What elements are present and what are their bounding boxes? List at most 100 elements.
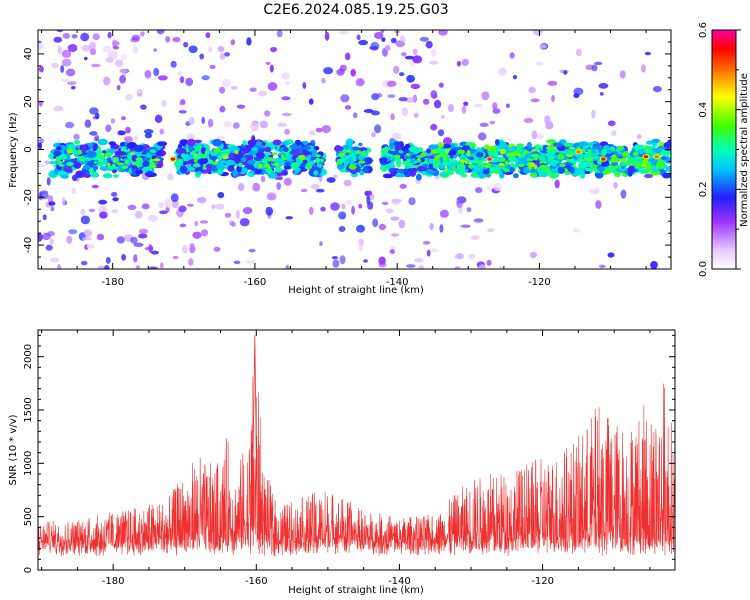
heatmap-cell bbox=[281, 72, 290, 80]
heatmap-cell bbox=[150, 250, 159, 255]
heatmap-cell bbox=[164, 198, 172, 208]
heatmap-cell bbox=[80, 215, 91, 225]
heatmap-cell bbox=[486, 185, 492, 191]
heatmap-cell bbox=[92, 143, 98, 150]
heatmap-cell bbox=[83, 173, 92, 178]
heatmap-cell bbox=[216, 165, 225, 170]
heatmap-cell bbox=[217, 46, 225, 52]
heatmap-cell bbox=[102, 45, 112, 53]
heatmap-cell bbox=[656, 161, 665, 170]
heatmap-cell bbox=[594, 61, 603, 66]
snr-x-ticks: -180 -160 -140 -120 bbox=[41, 330, 651, 587]
heatmap-cell bbox=[195, 142, 203, 147]
heatmap-cell bbox=[442, 137, 453, 145]
heatmap-cell bbox=[429, 223, 434, 230]
heatmap-cell bbox=[266, 157, 275, 162]
heatmap-cell bbox=[179, 76, 185, 84]
heatmap-cell bbox=[573, 93, 580, 99]
heatmap-cell bbox=[131, 34, 141, 41]
heatmap-cell bbox=[422, 163, 429, 168]
heatmap-cell bbox=[441, 144, 452, 149]
heatmap-cell bbox=[61, 49, 72, 58]
heatmap-cell bbox=[207, 118, 214, 128]
heatmap-cell bbox=[391, 233, 400, 237]
heatmap-cell bbox=[470, 235, 480, 241]
heatmap-cell bbox=[91, 184, 99, 189]
heatmap-cell bbox=[121, 165, 129, 169]
heatmap-peak-core bbox=[601, 157, 606, 161]
heatmap-cell bbox=[229, 220, 235, 226]
heatmap-cell bbox=[269, 64, 274, 73]
heatmap-cell bbox=[176, 158, 184, 164]
heatmap-cell bbox=[425, 40, 433, 49]
heatmap-cell bbox=[390, 37, 397, 44]
heatmap-cell bbox=[176, 147, 187, 155]
heatmap-cell bbox=[53, 36, 63, 43]
heatmap-cell bbox=[114, 59, 124, 67]
heatmap-cell bbox=[654, 147, 663, 154]
y-tick-label: 0 bbox=[23, 146, 34, 152]
heatmap-cell bbox=[620, 189, 627, 199]
heatmap-cell bbox=[65, 68, 76, 77]
heatmap-cell bbox=[394, 156, 400, 162]
heatmap-cell bbox=[632, 151, 639, 157]
heatmap-cell bbox=[52, 151, 62, 156]
heatmap-cell bbox=[199, 154, 208, 159]
heatmap-cell bbox=[80, 208, 86, 216]
heatmap-cell bbox=[208, 46, 213, 53]
snr-panel: -180 -160 -140 -120 0 500 1000 1500 2000 Height… bbox=[8, 329, 676, 596]
heatmap-cell bbox=[507, 152, 515, 157]
heatmap-cell bbox=[563, 70, 568, 75]
heatmap-cell bbox=[466, 150, 471, 156]
heatmap-cell bbox=[151, 163, 157, 169]
heatmap-cell bbox=[627, 161, 632, 166]
heatmap-x-axis-label: Height of straight line (km) bbox=[288, 285, 424, 296]
heatmap-cell bbox=[134, 134, 139, 143]
heatmap-cell bbox=[587, 149, 592, 155]
heatmap-cell bbox=[549, 155, 555, 160]
y-tick-label: 500 bbox=[23, 507, 34, 526]
heatmap-cell bbox=[482, 149, 488, 153]
heatmap-cell bbox=[507, 147, 514, 152]
heatmap-cell bbox=[283, 165, 292, 170]
heatmap-cell bbox=[564, 142, 570, 147]
heatmap-cell bbox=[539, 164, 548, 170]
heatmap-cell bbox=[385, 153, 394, 157]
heatmap-cell bbox=[389, 249, 395, 255]
heatmap-cell bbox=[350, 69, 357, 77]
heatmap-cell bbox=[348, 164, 357, 170]
heatmap-cell bbox=[460, 159, 465, 165]
chart-title: C2E6.2024.085.19.25.G03 bbox=[263, 2, 448, 18]
heatmap-cell bbox=[67, 81, 77, 85]
heatmap-cell bbox=[89, 48, 97, 56]
heatmap-cell bbox=[205, 32, 211, 39]
heatmap-cell bbox=[172, 36, 181, 43]
heatmap-cell bbox=[302, 82, 307, 89]
heatmap-cell bbox=[157, 75, 168, 81]
heatmap-cell bbox=[209, 156, 218, 161]
heatmap-cell bbox=[374, 32, 384, 39]
colorbar-gradient bbox=[712, 30, 736, 269]
heatmap-cell bbox=[97, 265, 106, 269]
heatmap-cell bbox=[384, 45, 391, 51]
heatmap-cell bbox=[438, 30, 448, 36]
heatmap-cell bbox=[395, 173, 401, 178]
heatmap-cell bbox=[607, 252, 615, 258]
heatmap-cell bbox=[468, 253, 476, 260]
heatmap-cell bbox=[116, 236, 125, 244]
heatmap-peak-core bbox=[654, 155, 659, 159]
heatmap-cell bbox=[222, 78, 231, 88]
heatmap-cell bbox=[393, 141, 402, 146]
heatmap-cell bbox=[182, 245, 188, 254]
heatmap-cell bbox=[143, 129, 154, 134]
heatmap-cell bbox=[368, 190, 372, 196]
heatmap-cell bbox=[183, 41, 189, 48]
heatmap-cell bbox=[547, 80, 558, 86]
heatmap-cell bbox=[363, 109, 374, 113]
heatmap-cell bbox=[356, 224, 365, 233]
heatmap-cell bbox=[300, 163, 307, 168]
heatmap-cell bbox=[303, 145, 312, 151]
heatmap-cell bbox=[264, 152, 272, 156]
heatmap-cell bbox=[243, 144, 254, 153]
